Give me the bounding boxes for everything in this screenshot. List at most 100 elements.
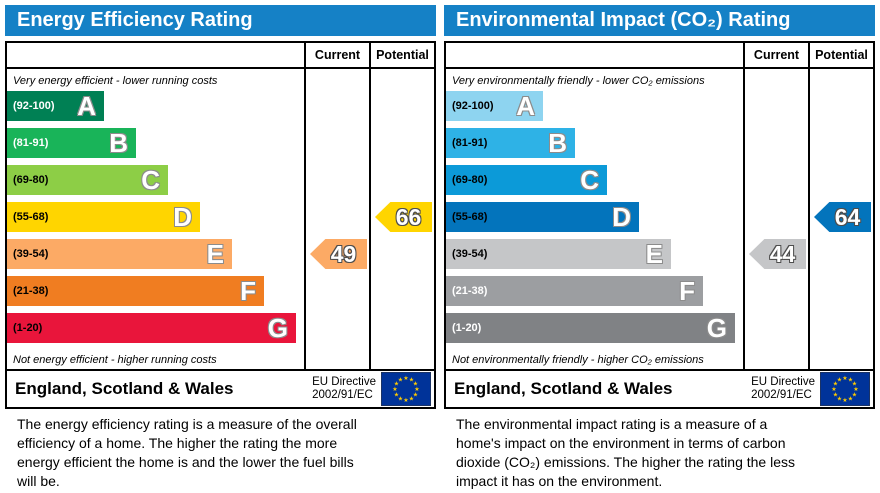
co2-table-body: Very environmentally friendly - lower CO… <box>446 69 873 369</box>
band-row: (21-38) F <box>446 276 743 306</box>
band-row: (81-91) B <box>446 128 743 158</box>
band-row: (92-100) A <box>7 91 304 121</box>
band-g: (1-20) G <box>7 313 296 343</box>
svg-text:★: ★ <box>837 377 842 384</box>
svg-text:★: ★ <box>394 381 399 388</box>
band-f: (21-38) F <box>446 276 703 306</box>
band-range: (92-100) <box>452 100 494 112</box>
band-row: (1-20) G <box>7 313 304 343</box>
band-b: (81-91) B <box>7 128 136 158</box>
svg-text:★: ★ <box>409 396 414 403</box>
co2-current-arrow: 44 <box>749 239 806 269</box>
co2-bottom-caption: Not environmentally friendly - higher CO… <box>452 354 704 366</box>
band-range: (81-91) <box>13 137 49 149</box>
band-letter: A <box>77 91 96 121</box>
band-row: (69-80) C <box>7 165 304 195</box>
svg-text:★: ★ <box>848 377 853 384</box>
co2-bands-area: Very environmentally friendly - lower CO… <box>446 69 743 369</box>
svg-text:★: ★ <box>833 381 838 388</box>
energy-table-header: Current Potential <box>7 43 434 69</box>
band-letter: F <box>679 276 695 306</box>
band-e: (39-54) E <box>7 239 232 269</box>
band-range: (21-38) <box>13 285 49 297</box>
eu-flag: ★ ★★ ★★★ ★★★ ★★★ <box>820 372 870 406</box>
energy-current-arrow: 49 <box>310 239 367 269</box>
co2-current-column: 44 <box>743 69 808 369</box>
band-e: (39-54) E <box>446 239 671 269</box>
band-range: (69-80) <box>13 174 49 186</box>
band-range: (21-38) <box>452 285 488 297</box>
band-row: (1-20) G <box>446 313 743 343</box>
svg-text:★: ★ <box>398 396 403 403</box>
current-column-header: Current <box>743 43 808 67</box>
band-letter: C <box>141 165 160 195</box>
band-range: (55-68) <box>452 211 488 223</box>
svg-text:★: ★ <box>413 392 418 399</box>
potential-column-header: Potential <box>369 43 434 67</box>
band-c: (69-80) C <box>7 165 168 195</box>
co2-description: The environmental impact rating is a mea… <box>456 416 796 489</box>
co2-potential-arrow: 64 <box>814 202 871 232</box>
band-row: (39-54) E <box>7 239 304 269</box>
co2-potential-column: 64 <box>808 69 873 369</box>
svg-text:★: ★ <box>853 386 858 393</box>
eu-flag: ★ ★★ ★★★ ★★★ ★★★ <box>381 372 431 406</box>
band-letter: F <box>240 276 256 306</box>
environmental-impact-panel: Environmental Impact (CO₂) Rating Curren… <box>444 5 875 493</box>
band-range: (55-68) <box>13 211 49 223</box>
co2-current-value: 44 <box>769 240 796 267</box>
band-row: (69-80) C <box>446 165 743 195</box>
band-range: (1-20) <box>452 322 482 334</box>
band-range: (69-80) <box>452 174 488 186</box>
svg-text:★: ★ <box>403 397 408 404</box>
co2-table-footer: England, Scotland & Wales EU Directive 2… <box>446 369 873 407</box>
energy-bottom-caption: Not energy efficient - higher running co… <box>13 354 217 366</box>
energy-description: The energy efficiency rating is a measur… <box>17 416 357 489</box>
energy-panel-title: Energy Efficiency Rating <box>5 5 436 36</box>
band-letter: D <box>173 202 192 232</box>
energy-current-column: 49 <box>304 69 369 369</box>
energy-bands-area: Very energy efficient - lower running co… <box>7 69 304 369</box>
co2-top-caption: Very environmentally friendly - lower CO… <box>452 75 705 87</box>
svg-text:★: ★ <box>403 375 408 382</box>
band-row: (55-68) D <box>7 202 304 232</box>
co2-table-header: Current Potential <box>446 43 873 69</box>
svg-text:★: ★ <box>409 377 414 384</box>
energy-table-body: Very energy efficient - lower running co… <box>7 69 434 369</box>
band-range: (1-20) <box>13 322 43 334</box>
band-row: (92-100) A <box>446 91 743 121</box>
eu-flag-stars: ★ ★★ ★★★ ★★★ ★★★ <box>831 375 858 404</box>
energy-efficiency-panel: Energy Efficiency Rating Current Potenti… <box>5 5 436 493</box>
eu-directive-line1: EU Directive <box>751 376 815 388</box>
band-letter: G <box>267 313 288 343</box>
region-label: England, Scotland & Wales <box>454 379 673 398</box>
svg-text:★: ★ <box>398 377 403 384</box>
energy-top-caption: Very energy efficient - lower running co… <box>13 75 218 87</box>
band-letter: E <box>206 239 224 269</box>
band-letter: C <box>580 165 599 195</box>
svg-text:★: ★ <box>837 396 842 403</box>
band-d: (55-68) D <box>446 202 639 232</box>
eu-directive-line2: 2002/91/EC <box>751 389 812 401</box>
svg-text:★: ★ <box>414 386 419 393</box>
band-letter: A <box>516 91 535 121</box>
band-letter: D <box>612 202 631 232</box>
band-d: (55-68) D <box>7 202 200 232</box>
band-f: (21-38) F <box>7 276 264 306</box>
band-a: (92-100) A <box>7 91 104 121</box>
co2-panel-title: Environmental Impact (CO₂) Rating <box>444 5 875 36</box>
potential-column-header: Potential <box>808 43 873 67</box>
svg-text:★: ★ <box>392 386 397 393</box>
band-range: (39-54) <box>452 248 488 260</box>
band-row: (21-38) F <box>7 276 304 306</box>
band-row: (81-91) B <box>7 128 304 158</box>
energy-rating-table: Current Potential Very energy efficient … <box>5 41 436 409</box>
eu-flag-stars: ★ ★★ ★★★ ★★★ ★★★ <box>392 375 419 404</box>
svg-text:★: ★ <box>833 392 838 399</box>
band-range: (81-91) <box>452 137 488 149</box>
band-g: (1-20) G <box>446 313 735 343</box>
svg-text:★: ★ <box>842 375 847 382</box>
band-letter: G <box>706 313 727 343</box>
energy-potential-value: 66 <box>395 203 422 230</box>
co2-rating-table: Current Potential Very environmentally f… <box>444 41 875 409</box>
